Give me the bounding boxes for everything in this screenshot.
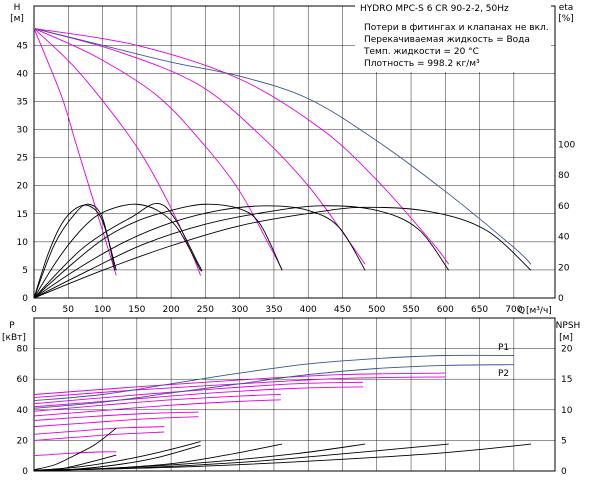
info-line-2: Перекачиваемая жидкость = Вода [364,35,530,45]
power-curve-p1 [33,354,514,402]
x-tick-label: 550 [402,305,419,315]
top-left-tick-label: 10 [17,238,29,248]
x-tick-label: 200 [163,305,180,315]
bottom-right-tick-label: 15 [561,375,572,385]
x-tick-label: 250 [197,305,214,315]
bottom-right-axis-label: NPSH [556,321,581,331]
power-curve-single [33,394,281,412]
head-curve-single [33,28,283,271]
tick-labels-layer: 0 50 100 150 200 250 300 350 400 450 500 550 600 650 7… [17,41,576,477]
top-right-tick-label: 80 [558,171,570,181]
top-left-tick-label: 0 [22,294,28,304]
bottom-left-tick-label: 80 [17,345,29,355]
efficiency-curve [33,205,366,299]
efficiency-curve [33,205,450,299]
power-curve-single [33,411,199,421]
top-right-axis-unit: [%] [558,14,574,24]
power-curve-single [33,399,281,417]
top-right-axis-label: eta [559,3,574,13]
top-right-tick-label: 100 [558,140,575,150]
head-curve-single [33,28,201,276]
series-label-p1: P1 [498,343,509,353]
bottom-right-tick-label: 20 [561,345,573,355]
bottom-right-tick-label: 5 [561,436,567,446]
x-tick-label: 50 [63,305,75,315]
x-tick-label: 350 [265,305,282,315]
power-curve-single [33,372,446,395]
top-right-tick-label: 0 [558,294,564,304]
head-curve-single [33,28,366,265]
bottom-left-axis-unit: [кВт] [2,333,26,343]
x-tick-label: 450 [334,305,351,315]
info-box [355,2,551,72]
bottom-plot-frame [33,317,556,472]
power-curve-single [33,426,165,435]
series-label-p2: P2 [498,369,509,379]
head-curve-single [33,28,450,265]
npsh-curve [33,443,532,471]
x-tick-label: 150 [128,305,145,315]
efficiency-curve [33,203,116,299]
bottom-right-axis-unit: [м] [559,333,573,343]
x-tick-label: 300 [231,305,248,315]
power-curve-single [33,451,117,457]
power-curve-single [33,416,199,428]
head-curve-system [33,28,532,265]
head-curve-single [33,28,117,276]
top-right-tick-label: 40 [558,233,570,243]
bottom-left-tick-label: 40 [17,406,29,416]
x-tick-label: 700 [505,305,522,315]
x-tick-label: 0 [31,305,37,315]
npsh-curve [33,427,117,471]
top-left-tick-label: 15 [17,210,28,220]
info-line-4: Плотность = 998.2 кг/м³ [364,59,480,69]
top-left-axis-unit: [м] [10,14,24,24]
top-left-tick-label: 5 [22,266,28,276]
top-left-tick-label: 25 [17,154,28,164]
chart-title: HYDRO MPC-S 6 CR 90-2-2, 50Hz [360,4,509,14]
x-tick-label: 600 [437,305,454,315]
top-left-axis-label: H [14,3,21,13]
npsh-curve [33,443,449,471]
x-tick-label: 650 [471,305,488,315]
bottom-left-tick-label: 60 [17,375,29,385]
x-tick-label: 400 [300,305,317,315]
efficiency-curve [33,203,203,299]
efficiency-curve [33,203,283,299]
top-right-tick-label: 20 [558,263,570,273]
bottom-right-tick-label: 0 [561,467,567,477]
bottom-right-tick-label: 10 [561,406,573,416]
top-right-tick-label: 60 [558,202,570,212]
curves-layer [33,28,532,471]
bottom-left-axis-label: P [9,321,15,331]
power-curve-single [33,381,364,405]
top-left-tick-label: 30 [17,126,29,136]
efficiency-curve [33,204,117,299]
power-curve-single [33,386,364,408]
x-axis-unit: [м³/ч] [526,306,552,316]
top-left-tick-label: 20 [17,182,29,192]
power-curve-single [33,431,165,441]
top-left-tick-label: 45 [17,41,28,51]
x-axis-label: Q [518,306,525,316]
efficiency-curve [33,206,532,299]
info-line-1: Потери в фитингах и клапанах не вкл. [364,23,549,33]
x-tick-label: 100 [94,305,111,315]
power-curve-p2 [33,364,514,409]
bottom-left-tick-label: 0 [22,467,28,477]
bottom-left-tick-label: 20 [17,436,29,446]
x-tick-label: 500 [368,305,385,315]
efficiency-curve [33,203,201,299]
info-line-3: Темп. жидкости = 20 °C [363,47,479,57]
top-left-tick-label: 35 [17,97,28,107]
top-left-tick-label: 40 [17,69,29,79]
npsh-curve [33,441,201,471]
